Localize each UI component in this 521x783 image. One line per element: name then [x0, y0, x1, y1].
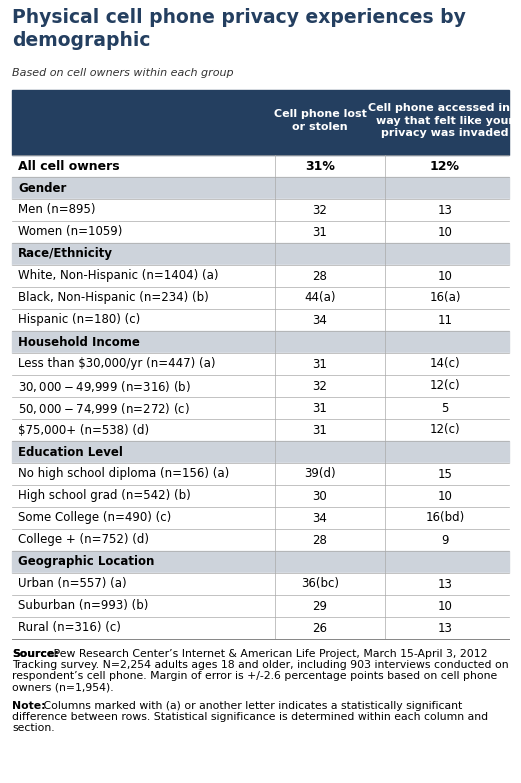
Text: Hispanic (n=180) (c): Hispanic (n=180) (c): [18, 313, 140, 327]
Bar: [12, 485, 509, 507]
Text: Some College (n=490) (c): Some College (n=490) (c): [18, 511, 171, 525]
Bar: [12, 287, 509, 309]
Text: 31: 31: [313, 402, 327, 414]
Bar: [12, 551, 509, 573]
Text: 12%: 12%: [430, 160, 460, 172]
Text: College + (n=752) (d): College + (n=752) (d): [18, 533, 149, 547]
Text: 36(bc): 36(bc): [301, 578, 339, 590]
Bar: [12, 419, 509, 441]
Text: Note:: Note:: [12, 701, 46, 711]
Text: High school grad (n=542) (b): High school grad (n=542) (b): [18, 489, 191, 503]
Text: 28: 28: [313, 269, 327, 283]
Text: Gender: Gender: [18, 182, 66, 194]
Text: 26: 26: [313, 622, 328, 634]
Bar: [12, 309, 509, 331]
Bar: [12, 595, 509, 617]
Text: 34: 34: [313, 511, 327, 525]
Text: 9: 9: [441, 533, 449, 547]
Text: 10: 10: [438, 489, 452, 503]
Text: section.: section.: [12, 723, 55, 733]
Bar: [12, 221, 509, 243]
Text: Cell phone lost
or stolen: Cell phone lost or stolen: [274, 110, 366, 132]
Text: 32: 32: [313, 380, 327, 392]
Text: 11: 11: [438, 313, 453, 327]
Text: Columns marked with (a) or another letter indicates a statistically significant: Columns marked with (a) or another lette…: [40, 701, 462, 711]
Text: 16(a): 16(a): [429, 291, 461, 305]
Bar: [12, 265, 509, 287]
Bar: [12, 90, 509, 155]
Text: Geographic Location: Geographic Location: [18, 555, 154, 568]
Text: $30,000-$49,999 (n=316) (b): $30,000-$49,999 (n=316) (b): [18, 378, 191, 394]
Bar: [12, 199, 509, 221]
Text: 10: 10: [438, 600, 452, 612]
Text: 30: 30: [313, 489, 327, 503]
Text: difference between rows. Statistical significance is determined within each colu: difference between rows. Statistical sig…: [12, 712, 488, 722]
Text: Source:: Source:: [12, 649, 59, 659]
Bar: [12, 331, 509, 353]
Text: Based on cell owners within each group: Based on cell owners within each group: [12, 68, 233, 78]
Text: owners (n=1,954).: owners (n=1,954).: [12, 682, 114, 692]
Text: 12(c): 12(c): [430, 424, 461, 436]
Text: Women (n=1059): Women (n=1059): [18, 226, 122, 239]
Bar: [12, 243, 509, 265]
Text: Race/Ethnicity: Race/Ethnicity: [18, 247, 113, 261]
Bar: [12, 529, 509, 551]
Text: Tracking survey. N=2,254 adults ages 18 and older, including 903 interviews cond: Tracking survey. N=2,254 adults ages 18 …: [12, 660, 508, 670]
Text: No high school diploma (n=156) (a): No high school diploma (n=156) (a): [18, 467, 229, 481]
Text: 10: 10: [438, 226, 452, 239]
Text: respondent’s cell phone. Margin of error is +/-2.6 percentage points based on ce: respondent’s cell phone. Margin of error…: [12, 671, 497, 681]
Text: 13: 13: [438, 622, 452, 634]
Text: Household Income: Household Income: [18, 335, 140, 348]
Bar: [12, 617, 509, 639]
Text: 29: 29: [313, 600, 328, 612]
Text: $50,000-$74,999 (n=272) (c): $50,000-$74,999 (n=272) (c): [18, 400, 190, 416]
Text: Urban (n=557) (a): Urban (n=557) (a): [18, 578, 127, 590]
Text: 15: 15: [438, 467, 452, 481]
Text: Education Level: Education Level: [18, 446, 123, 459]
Text: Suburban (n=993) (b): Suburban (n=993) (b): [18, 600, 148, 612]
Bar: [12, 177, 509, 199]
Text: 31: 31: [313, 424, 327, 436]
Text: Cell phone accessed in a
way that felt like your
privacy was invaded: Cell phone accessed in a way that felt l…: [368, 103, 521, 138]
Bar: [12, 397, 509, 419]
Text: 31: 31: [313, 226, 327, 239]
Text: 16(bd): 16(bd): [425, 511, 465, 525]
Text: 28: 28: [313, 533, 327, 547]
Text: Less than $30,000/yr (n=447) (a): Less than $30,000/yr (n=447) (a): [18, 358, 216, 370]
Bar: [12, 507, 509, 529]
Bar: [12, 441, 509, 463]
Text: $75,000+ (n=538) (d): $75,000+ (n=538) (d): [18, 424, 149, 436]
Text: 34: 34: [313, 313, 327, 327]
Text: 5: 5: [441, 402, 449, 414]
Text: 32: 32: [313, 204, 327, 217]
Bar: [12, 463, 509, 485]
Text: 31%: 31%: [305, 160, 335, 172]
Text: Source:: Source:: [12, 649, 59, 659]
Text: 31: 31: [313, 358, 327, 370]
Text: All cell owners: All cell owners: [18, 160, 120, 172]
Text: 10: 10: [438, 269, 452, 283]
Bar: [12, 353, 509, 375]
Text: Physical cell phone privacy experiences by
demographic: Physical cell phone privacy experiences …: [12, 8, 466, 50]
Text: Rural (n=316) (c): Rural (n=316) (c): [18, 622, 121, 634]
Text: 13: 13: [438, 578, 452, 590]
Text: Men (n=895): Men (n=895): [18, 204, 95, 217]
Text: Pew Research Center’s Internet & American Life Project, March 15-April 3, 2012: Pew Research Center’s Internet & America…: [50, 649, 488, 659]
Text: 13: 13: [438, 204, 452, 217]
Bar: [12, 375, 509, 397]
Text: 14(c): 14(c): [430, 358, 461, 370]
Text: 12(c): 12(c): [430, 380, 461, 392]
Bar: [12, 573, 509, 595]
Bar: [12, 155, 509, 177]
Text: 44(a): 44(a): [304, 291, 336, 305]
Text: Black, Non-Hispanic (n=234) (b): Black, Non-Hispanic (n=234) (b): [18, 291, 209, 305]
Text: White, Non-Hispanic (n=1404) (a): White, Non-Hispanic (n=1404) (a): [18, 269, 218, 283]
Text: 39(d): 39(d): [304, 467, 336, 481]
